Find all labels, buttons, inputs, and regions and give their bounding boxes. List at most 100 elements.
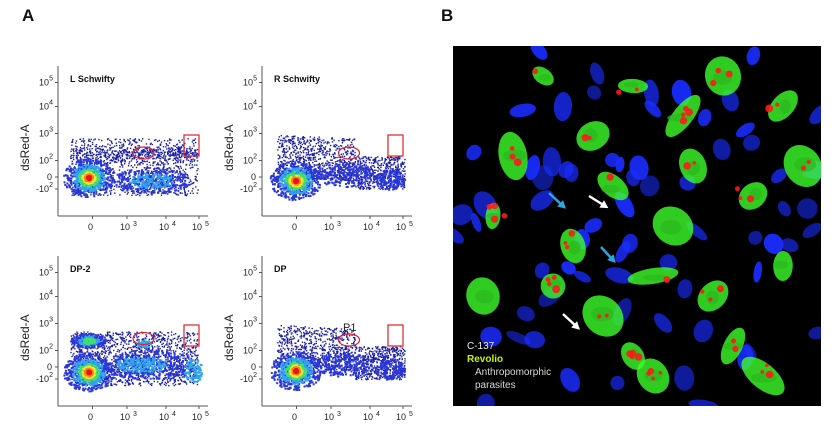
parasite <box>629 353 635 359</box>
y-tick-label: 10 <box>39 156 49 166</box>
nucleus <box>525 155 541 180</box>
y-tick-exponent: 2 <box>253 372 257 379</box>
revolio-cell-core <box>779 98 791 114</box>
y-tick-label: 10 <box>243 129 253 139</box>
parasite <box>581 134 589 142</box>
flow-plot-l-schwifty: 10 5 10 4 10 3 10 2 0 -10 2 0 10 3 10 4 10 5 L Schwifty dsR… <box>18 60 218 240</box>
nucleus <box>748 230 763 245</box>
x-tick-label: 10 <box>324 412 334 422</box>
nucleus <box>560 367 581 392</box>
parasite <box>683 162 691 170</box>
plot-title: DP-2 <box>70 264 91 274</box>
nucleus <box>466 144 482 161</box>
x-tick-label: 10 <box>159 412 169 422</box>
y-tick-exponent: 4 <box>49 100 53 107</box>
parasite <box>716 285 724 293</box>
parasite <box>679 117 688 125</box>
parasite <box>765 370 774 379</box>
plot-title: R Schwifty <box>274 74 320 84</box>
y-axis-label: dsRed-A <box>222 124 236 171</box>
nucleus <box>530 46 548 60</box>
y-axis-label: dsRed-A <box>18 124 32 171</box>
revolio-cell-core <box>623 81 639 88</box>
y-tick-label: 0 <box>47 362 52 372</box>
x-tick-exponent: 4 <box>376 221 380 228</box>
nucleus <box>780 238 799 253</box>
nucleus <box>697 108 712 127</box>
y-tick-exponent: 5 <box>253 266 257 273</box>
scatter-points <box>270 325 406 392</box>
revolio-cell-core <box>705 290 719 305</box>
nucleus <box>542 147 562 177</box>
parasite <box>587 135 592 140</box>
nucleus <box>516 306 535 322</box>
parasite <box>700 289 705 294</box>
parasite <box>501 213 508 219</box>
cyan-arrow-right <box>600 246 616 263</box>
scatter-points <box>63 138 199 199</box>
x-tick-exponent: 5 <box>205 411 209 418</box>
y-tick-label: -10 <box>36 184 49 194</box>
parasite <box>734 186 740 192</box>
legend-revolio: Revolio <box>467 354 504 365</box>
y-tick-label: 10 <box>39 268 49 278</box>
y-tick-label: 0 <box>251 172 256 182</box>
plot-title: L Schwifty <box>70 74 115 84</box>
gate-ellipse <box>337 333 361 347</box>
gate-rectangle <box>387 324 404 347</box>
revolio-cell-core <box>642 274 669 281</box>
parasite <box>647 367 655 375</box>
revolio-cell-core <box>773 260 789 269</box>
y-tick-exponent: 3 <box>253 317 257 324</box>
nucleus <box>809 104 821 125</box>
y-tick-exponent: 2 <box>49 154 53 161</box>
nucleus <box>653 313 673 333</box>
x-tick-label: 10 <box>396 222 406 232</box>
nucleus <box>674 365 695 391</box>
nucleus <box>480 326 502 347</box>
nucleus <box>736 122 755 138</box>
nucleus <box>610 375 625 391</box>
nucleus <box>615 241 631 263</box>
y-tick-exponent: 3 <box>49 127 53 134</box>
parasite <box>775 102 780 107</box>
y-tick-exponent: 2 <box>49 182 53 189</box>
y-tick-label: -10 <box>240 374 253 384</box>
gate-rectangle <box>183 324 200 347</box>
nucleus <box>476 393 495 406</box>
y-tick-label: 10 <box>243 268 253 278</box>
y-tick-exponent: 2 <box>253 154 257 161</box>
white-arrow-bottom <box>562 313 580 330</box>
parasite <box>491 202 498 210</box>
y-tick-label: -10 <box>240 184 253 194</box>
y-tick-label: 10 <box>243 156 253 166</box>
nucleus <box>771 168 787 184</box>
nucleus <box>742 134 761 151</box>
nucleus <box>693 319 714 343</box>
nucleus <box>746 46 761 66</box>
y-tick-exponent: 3 <box>253 127 257 134</box>
x-tick-label: 10 <box>324 222 334 232</box>
nucleus <box>605 267 634 284</box>
microscopy-cells <box>453 46 821 406</box>
nucleus <box>753 261 763 283</box>
parasite <box>738 196 743 201</box>
y-tick-exponent: 2 <box>253 344 257 351</box>
nucleus <box>605 152 620 168</box>
parasite <box>509 146 515 151</box>
y-tick-exponent: 4 <box>49 290 53 297</box>
y-tick-exponent: 4 <box>253 290 257 297</box>
panel-b-label: B <box>441 6 454 25</box>
parasite <box>597 314 602 319</box>
x-tick-label: 10 <box>192 222 202 232</box>
x-tick-exponent: 4 <box>376 411 380 418</box>
y-axis-label: dsRed-A <box>18 314 32 361</box>
nucleus <box>677 279 693 299</box>
y-tick-exponent: 5 <box>49 76 53 83</box>
parasite <box>565 245 570 250</box>
nucleus <box>659 254 678 272</box>
